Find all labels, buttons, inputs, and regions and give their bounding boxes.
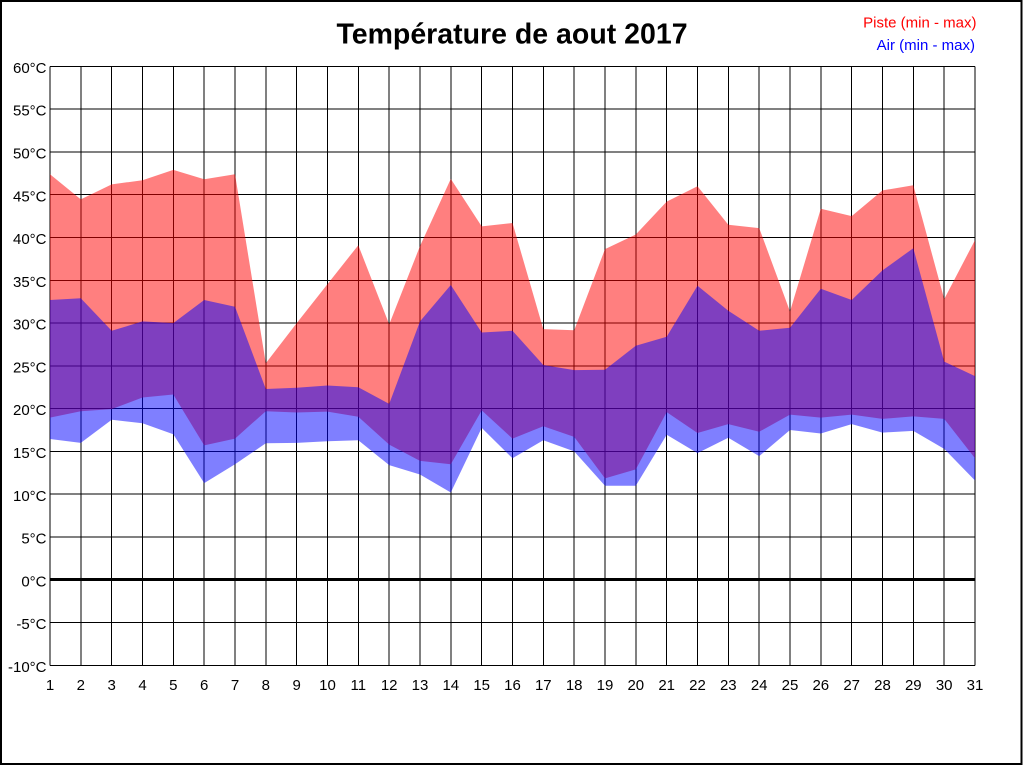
svg-text:17: 17	[535, 677, 552, 694]
svg-text:5°C: 5°C	[21, 531, 46, 548]
svg-text:60°C: 60°C	[13, 60, 47, 77]
svg-text:30: 30	[936, 677, 953, 694]
svg-text:Température de aout 2017: Température de aout 2017	[336, 19, 687, 51]
svg-text:Air (min - max): Air (min - max)	[877, 37, 975, 54]
svg-text:16: 16	[504, 677, 521, 694]
svg-text:24: 24	[751, 677, 768, 694]
svg-text:35°C: 35°C	[13, 274, 47, 291]
svg-text:12: 12	[381, 677, 398, 694]
svg-text:18: 18	[566, 677, 583, 694]
svg-text:0°C: 0°C	[21, 573, 46, 590]
svg-text:10°C: 10°C	[13, 488, 47, 505]
svg-text:20°C: 20°C	[13, 402, 47, 419]
svg-text:-10°C: -10°C	[8, 659, 47, 676]
svg-text:25: 25	[782, 677, 799, 694]
svg-text:15: 15	[473, 677, 490, 694]
svg-text:6: 6	[200, 677, 208, 694]
svg-text:13: 13	[412, 677, 429, 694]
svg-text:20: 20	[627, 677, 644, 694]
svg-text:22: 22	[689, 677, 706, 694]
svg-text:11: 11	[351, 677, 367, 694]
svg-text:4: 4	[138, 677, 146, 694]
svg-text:3: 3	[108, 677, 116, 694]
svg-text:29: 29	[905, 677, 922, 694]
svg-text:23: 23	[720, 677, 737, 694]
svg-text:30°C: 30°C	[13, 317, 47, 334]
svg-text:27: 27	[843, 677, 860, 694]
svg-text:9: 9	[293, 677, 301, 694]
svg-text:19: 19	[597, 677, 614, 694]
svg-text:40°C: 40°C	[13, 231, 47, 248]
svg-text:-5°C: -5°C	[16, 616, 46, 633]
svg-text:1: 1	[46, 677, 54, 694]
svg-text:21: 21	[658, 677, 675, 694]
svg-text:15°C: 15°C	[13, 445, 47, 462]
svg-text:45°C: 45°C	[13, 188, 47, 205]
svg-text:14: 14	[442, 677, 459, 694]
svg-text:2: 2	[77, 677, 85, 694]
svg-text:5: 5	[169, 677, 177, 694]
svg-text:50°C: 50°C	[13, 146, 47, 163]
svg-text:26: 26	[812, 677, 829, 694]
svg-text:31: 31	[967, 677, 984, 694]
svg-text:7: 7	[231, 677, 239, 694]
svg-text:8: 8	[262, 677, 270, 694]
svg-text:55°C: 55°C	[13, 103, 47, 120]
svg-text:25°C: 25°C	[13, 360, 47, 377]
svg-text:10: 10	[319, 677, 336, 694]
svg-text:28: 28	[874, 677, 891, 694]
svg-text:Piste (min - max): Piste (min - max)	[863, 15, 976, 32]
